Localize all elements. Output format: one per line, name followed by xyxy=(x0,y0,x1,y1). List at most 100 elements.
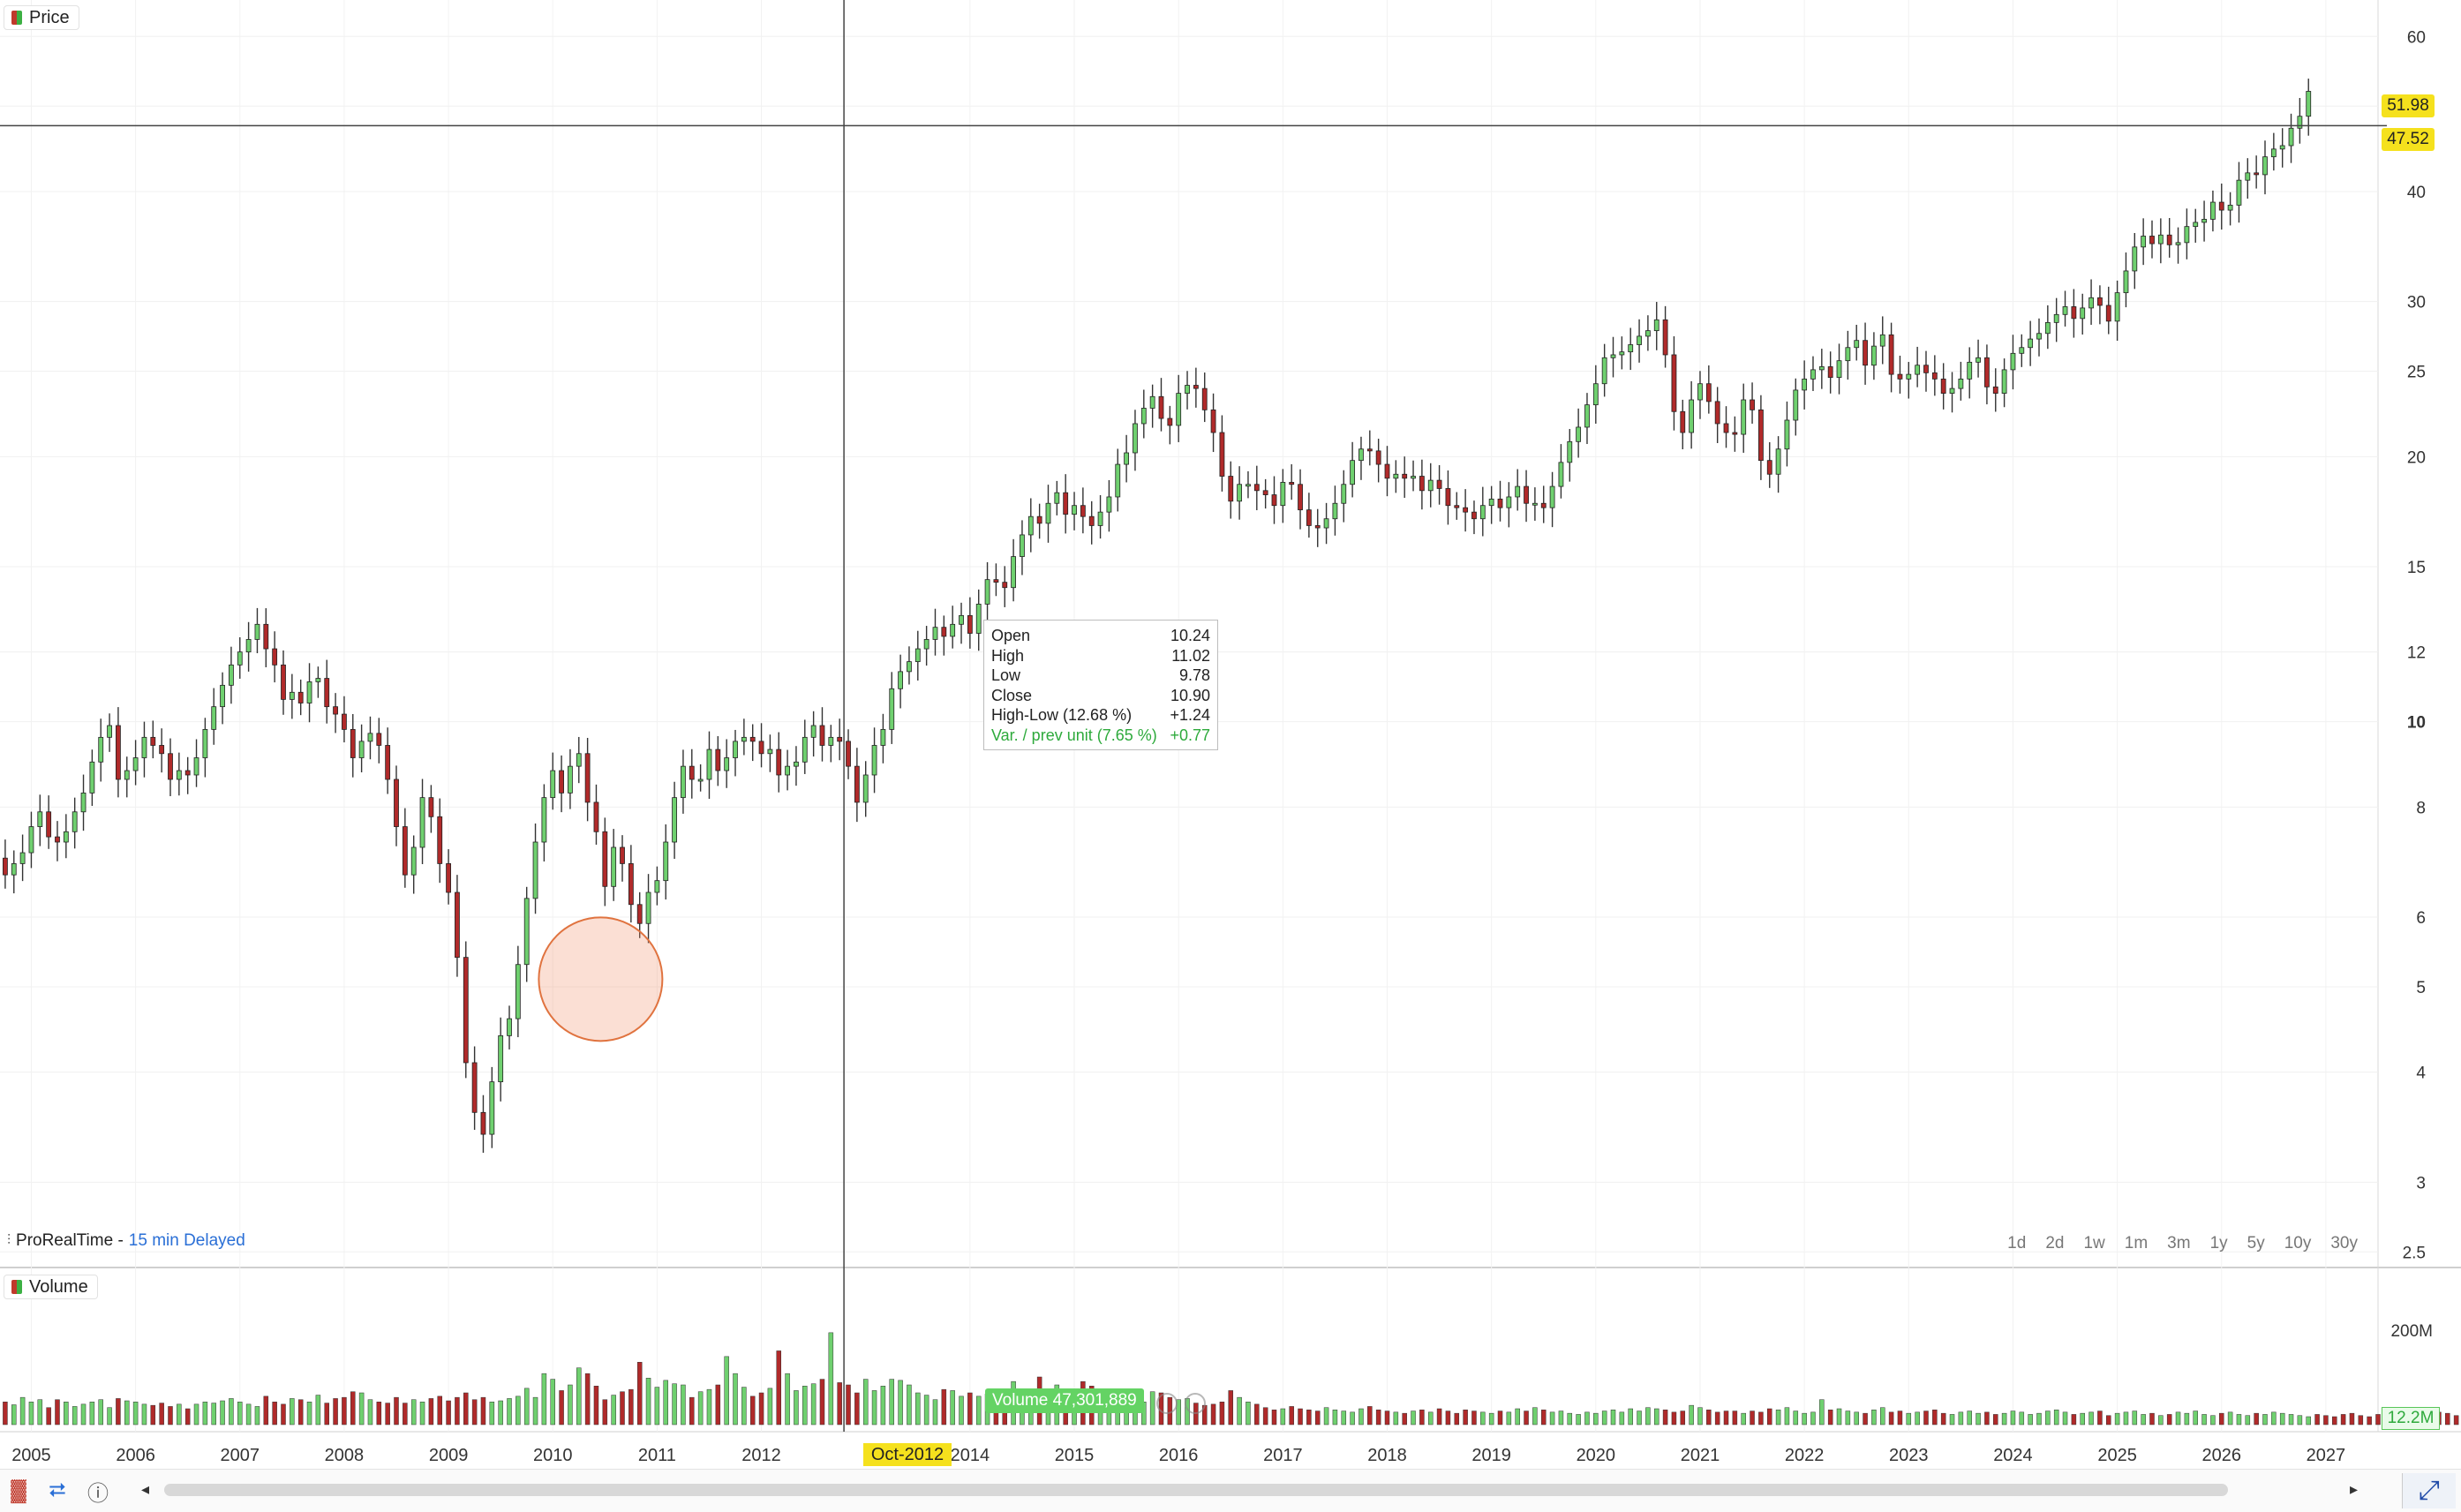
volume-bar xyxy=(611,1395,616,1425)
volume-bar xyxy=(1419,1410,1425,1425)
candle-body xyxy=(1063,492,1069,515)
candle-body xyxy=(289,691,295,700)
timeframe-3m-button[interactable]: 3m xyxy=(2167,1234,2191,1252)
time-scrollbar[interactable] xyxy=(164,1484,2228,1496)
volume-bar xyxy=(602,1399,608,1425)
volume-bar xyxy=(2193,1410,2198,1425)
y-tick-label: 5 xyxy=(2416,979,2426,997)
candle-body xyxy=(1671,354,1677,412)
help-icon[interactable]: ⓘ xyxy=(87,1481,109,1506)
volume-bar xyxy=(2306,1416,2311,1425)
fullscreen-icon[interactable]: ⤢ xyxy=(2402,1473,2456,1508)
volume-bar xyxy=(2123,1411,2129,1425)
candle-body xyxy=(2019,347,2025,354)
volume-bar xyxy=(1880,1407,1885,1425)
candle-body xyxy=(1689,399,1695,433)
timeframe-30y-button[interactable]: 30y xyxy=(2330,1234,2358,1252)
volume-bar xyxy=(2175,1411,2181,1425)
volume-bar xyxy=(177,1403,182,1425)
candle-body xyxy=(1185,385,1190,394)
volume-bar xyxy=(46,1407,51,1425)
x-tick-label: 2006 xyxy=(116,1446,155,1465)
volume-bar xyxy=(220,1400,225,1425)
tooltip-change-row: Var. / prev unit (7.65 %) +0.77 xyxy=(991,726,1210,746)
volume-bar xyxy=(1584,1411,1590,1425)
candle-body xyxy=(1201,387,1208,410)
timeframe-1y-button[interactable]: 1y xyxy=(2209,1234,2228,1252)
volume-bar xyxy=(950,1390,955,1425)
candle-body xyxy=(1810,369,1816,380)
candle-body xyxy=(1054,492,1060,504)
volume-bar xyxy=(446,1400,451,1425)
candle-body xyxy=(2288,127,2294,147)
provider-name: ProRealTime - xyxy=(16,1231,124,1250)
candle-body xyxy=(306,681,312,703)
candle-body xyxy=(1088,515,1095,526)
volume-bar xyxy=(628,1388,634,1425)
candle-body xyxy=(1246,484,1251,487)
volume-bar xyxy=(1228,1390,1234,1425)
zoom-out-icon[interactable] xyxy=(1185,1393,1206,1414)
candle-body xyxy=(1610,354,1616,358)
candle-body xyxy=(819,725,825,746)
chart-settings-icon[interactable]: ▓ xyxy=(11,1478,26,1502)
volume-bar xyxy=(98,1399,103,1425)
timeframe-10y-button[interactable]: 10y xyxy=(2284,1234,2312,1252)
volume-bar xyxy=(507,1398,512,1425)
volume-bar xyxy=(828,1332,834,1425)
candle-body xyxy=(776,748,782,776)
candle-body xyxy=(446,863,451,893)
volume-bar xyxy=(2236,1414,2242,1425)
candle-body xyxy=(220,684,225,708)
timeframe-2d-button[interactable]: 2d xyxy=(2045,1234,2065,1252)
candle-body xyxy=(1818,366,1825,371)
volume-bar xyxy=(636,1362,643,1425)
candle-body xyxy=(202,728,208,758)
candle-body xyxy=(254,623,260,640)
volume-bar xyxy=(2184,1412,2190,1425)
candle-body xyxy=(1940,378,1946,394)
candle-body xyxy=(28,826,34,854)
tooltip-high-value: 11.02 xyxy=(1171,646,1210,665)
volume-bar xyxy=(1706,1410,1712,1425)
volume-bar xyxy=(1524,1410,1529,1425)
volume-bar xyxy=(1836,1408,1842,1425)
scroll-left-icon[interactable]: ◂ xyxy=(141,1480,150,1498)
volume-bar xyxy=(576,1367,582,1425)
timeframe-5y-button[interactable]: 5y xyxy=(2247,1234,2265,1252)
volume-bar xyxy=(245,1403,252,1425)
volume-bar xyxy=(254,1406,260,1425)
tooltip-low-label: Low xyxy=(991,666,1021,684)
candle-body xyxy=(428,797,434,817)
candle-body xyxy=(1488,498,1494,507)
candle-body xyxy=(741,736,747,742)
zoom-in-icon[interactable] xyxy=(1156,1393,1178,1414)
timeframe-1w-button[interactable]: 1w xyxy=(2083,1234,2105,1252)
provider-logo-icon: ⫶ xyxy=(7,1233,11,1248)
volume-bar xyxy=(1984,1411,1990,1425)
volume-bar xyxy=(1367,1406,1373,1425)
candle-body xyxy=(1888,334,1894,375)
delay-notice[interactable]: 15 min Delayed xyxy=(128,1231,245,1250)
share-icon[interactable]: ⮂ xyxy=(49,1478,66,1502)
candle-body xyxy=(1471,511,1477,520)
volume-bar xyxy=(523,1388,530,1425)
scroll-right-icon[interactable]: ▸ xyxy=(2350,1480,2359,1498)
candle-body xyxy=(394,779,399,827)
x-tick-label: 2008 xyxy=(325,1446,365,1465)
volume-bar xyxy=(1341,1410,1347,1425)
volume-bar xyxy=(333,1398,338,1425)
candle-body xyxy=(1080,505,1086,517)
candle-body xyxy=(2149,236,2155,244)
candle-body xyxy=(1757,409,1764,462)
candle-body xyxy=(1637,335,1642,345)
volume-bar xyxy=(776,1350,781,1425)
candle-body xyxy=(1766,460,1772,475)
timeframe-1m-button[interactable]: 1m xyxy=(2124,1234,2149,1252)
volume-bar xyxy=(2106,1415,2111,1425)
candle-body xyxy=(1497,498,1503,508)
volume-bar xyxy=(1932,1410,1938,1425)
volume-bar xyxy=(1637,1410,1642,1425)
timeframe-1d-button[interactable]: 1d xyxy=(2007,1234,2027,1252)
